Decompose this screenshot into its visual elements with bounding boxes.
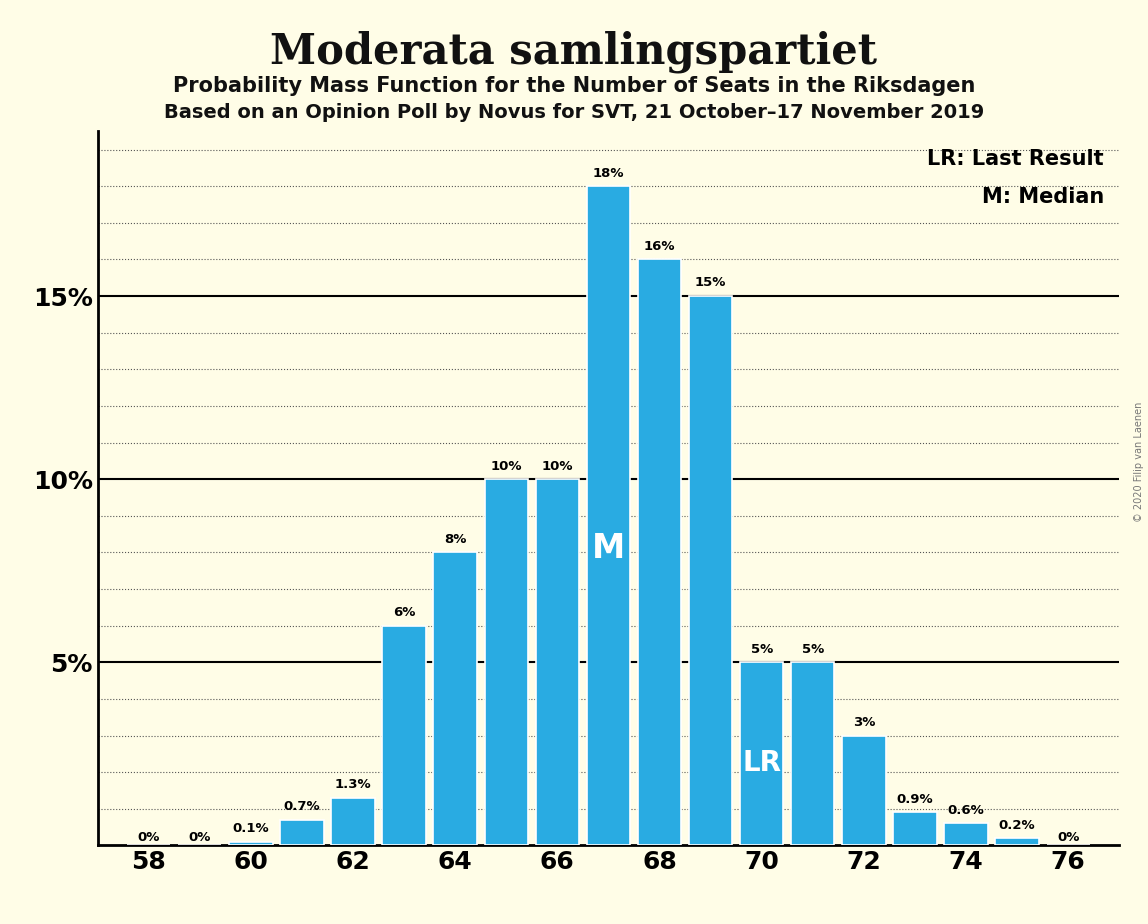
Text: LR: Last Result: LR: Last Result [928, 149, 1104, 169]
Text: 5%: 5% [801, 643, 824, 656]
Bar [689, 296, 732, 845]
Text: 15%: 15% [695, 276, 727, 289]
Bar [434, 553, 476, 845]
Text: 3%: 3% [853, 716, 875, 729]
Text: © 2020 Filip van Laenen: © 2020 Filip van Laenen [1134, 402, 1143, 522]
Text: 0.2%: 0.2% [999, 819, 1035, 832]
Bar [382, 626, 426, 845]
Text: 0.7%: 0.7% [284, 800, 320, 813]
Text: Moderata samlingspartiet: Moderata samlingspartiet [271, 30, 877, 73]
Text: 8%: 8% [444, 533, 466, 546]
Bar [587, 186, 630, 845]
Bar [843, 736, 885, 845]
Bar [484, 480, 528, 845]
Bar [536, 480, 579, 845]
Bar [740, 663, 783, 845]
Text: 16%: 16% [644, 240, 675, 253]
Bar [893, 812, 937, 845]
Bar [280, 820, 324, 845]
Bar [332, 797, 374, 845]
Bar [638, 260, 681, 845]
Text: Based on an Opinion Poll by Novus for SVT, 21 October–17 November 2019: Based on an Opinion Poll by Novus for SV… [164, 103, 984, 123]
Text: 0%: 0% [188, 831, 211, 844]
Bar [791, 663, 835, 845]
Bar [230, 842, 272, 845]
Text: 0%: 0% [1057, 831, 1079, 844]
Bar [995, 838, 1039, 845]
Text: 6%: 6% [393, 606, 416, 619]
Text: M: Median: M: Median [982, 187, 1104, 207]
Text: 0.1%: 0.1% [233, 822, 269, 835]
Text: 5%: 5% [751, 643, 773, 656]
Text: 0.6%: 0.6% [947, 804, 985, 817]
Bar [945, 823, 987, 845]
Text: 1.3%: 1.3% [335, 778, 371, 791]
Text: LR: LR [743, 749, 781, 777]
Text: 0%: 0% [138, 831, 160, 844]
Text: 18%: 18% [592, 166, 625, 179]
Text: 10%: 10% [490, 459, 522, 472]
Text: M: M [592, 532, 625, 565]
Text: 10%: 10% [542, 459, 573, 472]
Text: Probability Mass Function for the Number of Seats in the Riksdagen: Probability Mass Function for the Number… [173, 76, 975, 96]
Text: 0.9%: 0.9% [897, 793, 933, 806]
